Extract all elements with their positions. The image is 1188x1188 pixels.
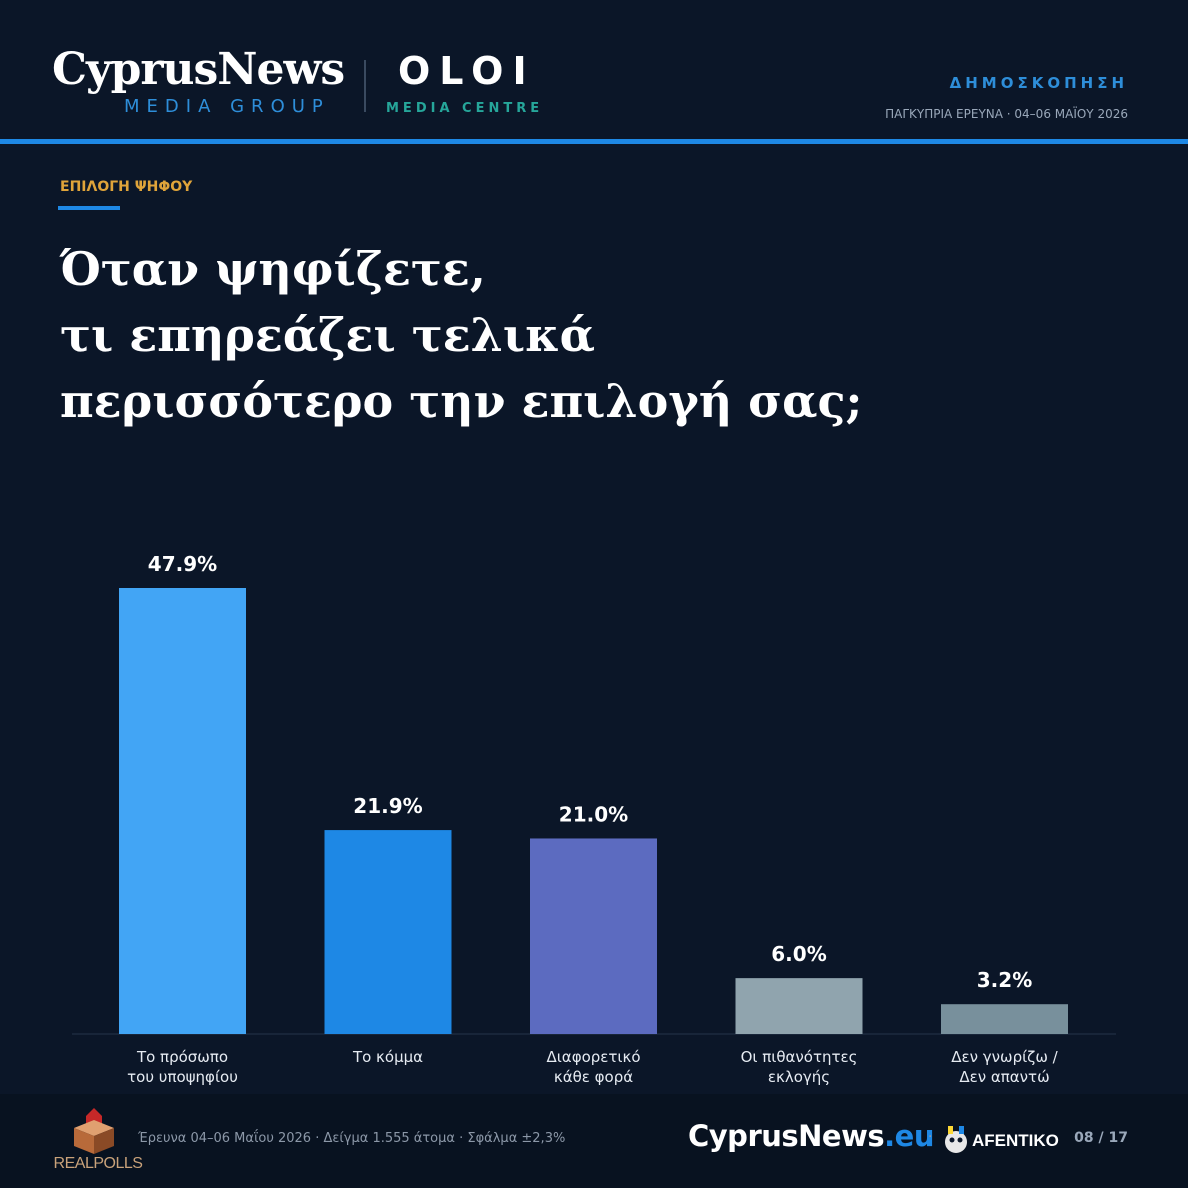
title-line-1: Όταν ψηφίζετε,: [60, 242, 486, 296]
afentiko-mascot-icon: [945, 1131, 967, 1153]
logo-divider: [364, 60, 366, 112]
category-label-2: Το κόμμα: [352, 1048, 423, 1066]
cyprusnews-logo-text: CyprusNews: [52, 44, 345, 95]
media-centre-text: MEDIA CENTRE: [386, 101, 544, 116]
realpolls-logo-text: REALPOLLS: [54, 1155, 143, 1172]
footer: [0, 1094, 1188, 1188]
afentiko-logo-text: AFENTIKO: [972, 1131, 1059, 1150]
oloi-logo-text: OLOI: [398, 49, 536, 93]
afentiko-logo: AFENTIKO: [945, 1126, 1059, 1153]
category-label-line: εκλογής: [768, 1068, 830, 1086]
title-line-2: τι επηρεάζει τελικά: [60, 308, 596, 362]
survey-info: Έρευνα 04–06 Μαΐου 2026 · Δείγμα 1.555 ά…: [138, 1131, 566, 1146]
site-tld: .eu: [884, 1119, 934, 1153]
category-label-line: Οι πιθανότητες: [741, 1048, 858, 1066]
header-accent-line: [0, 139, 1188, 144]
poll-subtitle: ΠΑΓΚΥΠΡΙΑ ΕΡΕΥΝΑ · 04–06 ΜΑΪΟΥ 2026: [885, 107, 1128, 121]
value-label-1: 47.9%: [148, 552, 217, 576]
footer-separator: ·: [928, 1129, 933, 1145]
realpolls-logo: REALPOLLS: [54, 1108, 143, 1172]
category-label-line: Το κόμμα: [352, 1048, 423, 1066]
bar-5: [941, 1004, 1068, 1034]
category-label-line: κάθε φορά: [554, 1068, 633, 1086]
page-indicator: 08 / 17: [1074, 1130, 1128, 1146]
category-label-5: Δεν γνωρίζω / Δεν απαντώ: [951, 1048, 1058, 1086]
section-label: ΕΠΙΛΟΓΗ ΨΗΦΟΥ: [60, 179, 193, 195]
category-label-1: Το πρόσωπο του υποψηφίου: [127, 1048, 238, 1086]
category-label-line: Δεν γνωρίζω /: [951, 1048, 1058, 1066]
media-group-text: MEDIA GROUP: [124, 96, 330, 117]
realpolls-logo-cube-left: [74, 1128, 94, 1154]
poll-kicker: ΔΗΜΟΣΚΟΠΗΣΗ: [949, 74, 1128, 92]
category-label-4: Οι πιθανότητες εκλογής: [741, 1048, 858, 1086]
title-line-3: περισσότερο την επιλογή σας;: [60, 374, 863, 428]
realpolls-logo-cube-right: [94, 1128, 114, 1154]
value-label-4: 6.0%: [771, 942, 826, 966]
section-underline: [58, 206, 120, 210]
category-label-line: Δεν απαντώ: [959, 1068, 1049, 1086]
page-title: Όταν ψηφίζετε, τι επηρεάζει τελικά περισ…: [60, 236, 1140, 434]
value-label-2: 21.9%: [353, 794, 422, 818]
header: CyprusNews MEDIA GROUP OLOI MEDIA CENTRE…: [0, 0, 1188, 140]
category-label-line: Διαφορετικό: [546, 1048, 640, 1066]
bar-2: [324, 830, 452, 1034]
bar-4: [735, 978, 863, 1034]
value-label-5: 3.2%: [977, 968, 1032, 992]
bar-3: [530, 838, 657, 1034]
category-label-3: Διαφορετικό κάθε φορά: [546, 1048, 640, 1086]
value-label-3: 21.0%: [559, 802, 628, 826]
site-link[interactable]: CyprusNews.eu: [688, 1122, 934, 1151]
category-label-line: Το πρόσωπο: [136, 1048, 228, 1066]
bar-chart: 47.9% Το πρόσωπο του υποψηφίου 21.9% Το κόμμ…: [72, 552, 1116, 1086]
category-label-line: του υποψηφίου: [127, 1068, 238, 1086]
site-name: CyprusNews: [688, 1119, 885, 1153]
bar-1: [119, 588, 246, 1034]
